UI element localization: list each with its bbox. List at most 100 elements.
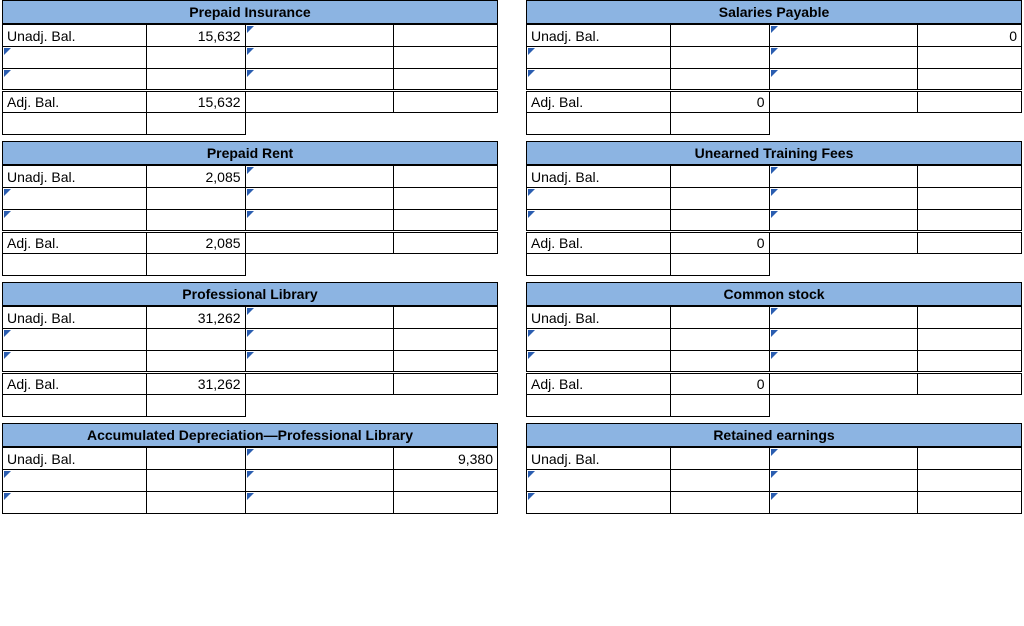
credit-cell[interactable] xyxy=(918,448,1022,470)
debit-cell[interactable] xyxy=(146,188,245,210)
credit-cell[interactable] xyxy=(918,351,1022,373)
credit-total-cell[interactable] xyxy=(394,91,498,113)
credit-cell[interactable] xyxy=(918,210,1022,232)
row-label-dropdown[interactable] xyxy=(3,188,147,210)
debit-cell[interactable]: 2,085 xyxy=(146,166,245,188)
row-label-dropdown[interactable] xyxy=(3,492,147,514)
credit-total-cell[interactable] xyxy=(918,373,1022,395)
description-dropdown[interactable] xyxy=(769,329,918,351)
credit-cell[interactable] xyxy=(394,25,498,47)
debit-cell[interactable] xyxy=(670,69,769,91)
row-label-dropdown[interactable] xyxy=(527,69,671,91)
credit-cell[interactable] xyxy=(394,188,498,210)
credit-cell[interactable] xyxy=(394,47,498,69)
debit-cell[interactable] xyxy=(670,25,769,47)
description-dropdown[interactable] xyxy=(245,210,394,232)
debit-cell[interactable] xyxy=(670,329,769,351)
description-dropdown[interactable] xyxy=(769,47,918,69)
credit-cell[interactable] xyxy=(918,166,1022,188)
credit-cell[interactable] xyxy=(394,307,498,329)
row-label-dropdown[interactable] xyxy=(3,47,147,69)
row-label-dropdown[interactable] xyxy=(527,351,671,373)
debit-cell[interactable]: 31,262 xyxy=(146,307,245,329)
row-label-dropdown[interactable] xyxy=(3,351,147,373)
debit-cell[interactable] xyxy=(146,329,245,351)
description-dropdown[interactable] xyxy=(245,25,394,47)
description-dropdown[interactable] xyxy=(245,329,394,351)
debit-total-cell[interactable]: 0 xyxy=(670,232,769,254)
debit-cell[interactable] xyxy=(670,470,769,492)
credit-cell[interactable] xyxy=(918,188,1022,210)
credit-cell[interactable] xyxy=(394,470,498,492)
credit-cell[interactable] xyxy=(918,470,1022,492)
debit-cell[interactable] xyxy=(670,351,769,373)
debit-total-cell[interactable]: 0 xyxy=(670,91,769,113)
description-dropdown[interactable] xyxy=(245,69,394,91)
debit-cell[interactable] xyxy=(670,210,769,232)
description-dropdown[interactable] xyxy=(769,351,918,373)
debit-cell[interactable] xyxy=(670,448,769,470)
row-label-dropdown[interactable] xyxy=(527,329,671,351)
description-dropdown[interactable] xyxy=(245,166,394,188)
debit-cell[interactable]: 15,632 xyxy=(146,25,245,47)
debit-cell[interactable] xyxy=(146,210,245,232)
debit-cell[interactable] xyxy=(670,492,769,514)
debit-cell[interactable] xyxy=(146,470,245,492)
description-dropdown[interactable] xyxy=(769,25,918,47)
description-dropdown[interactable] xyxy=(769,69,918,91)
description-dropdown[interactable] xyxy=(245,470,394,492)
debit-cell[interactable] xyxy=(146,69,245,91)
debit-cell[interactable] xyxy=(670,188,769,210)
credit-total-cell[interactable] xyxy=(394,373,498,395)
credit-cell[interactable] xyxy=(918,307,1022,329)
description-dropdown[interactable] xyxy=(245,47,394,69)
credit-cell[interactable]: 9,380 xyxy=(394,448,498,470)
credit-cell[interactable] xyxy=(918,69,1022,91)
credit-cell[interactable] xyxy=(394,69,498,91)
credit-cell[interactable] xyxy=(394,210,498,232)
debit-total-cell[interactable]: 0 xyxy=(670,373,769,395)
credit-cell[interactable] xyxy=(918,492,1022,514)
row-label-dropdown[interactable] xyxy=(527,210,671,232)
debit-total-cell[interactable]: 15,632 xyxy=(146,91,245,113)
row-label-dropdown[interactable] xyxy=(527,492,671,514)
debit-cell[interactable] xyxy=(670,166,769,188)
description-dropdown[interactable] xyxy=(769,470,918,492)
description-dropdown[interactable] xyxy=(769,448,918,470)
debit-cell[interactable] xyxy=(670,307,769,329)
debit-cell[interactable] xyxy=(146,492,245,514)
description-dropdown[interactable] xyxy=(245,492,394,514)
row-label-dropdown[interactable] xyxy=(527,47,671,69)
row-label-dropdown[interactable] xyxy=(3,69,147,91)
debit-total-cell[interactable]: 31,262 xyxy=(146,373,245,395)
description-dropdown[interactable] xyxy=(769,307,918,329)
credit-total-cell[interactable] xyxy=(394,232,498,254)
credit-cell[interactable] xyxy=(394,492,498,514)
row-label-dropdown[interactable] xyxy=(3,210,147,232)
row-label-dropdown[interactable] xyxy=(3,329,147,351)
credit-cell[interactable] xyxy=(918,329,1022,351)
description-dropdown[interactable] xyxy=(769,210,918,232)
debit-cell[interactable] xyxy=(146,448,245,470)
row-label-dropdown[interactable] xyxy=(527,188,671,210)
credit-total-cell[interactable] xyxy=(918,232,1022,254)
debit-total-cell[interactable]: 2,085 xyxy=(146,232,245,254)
credit-cell[interactable] xyxy=(394,166,498,188)
description-dropdown[interactable] xyxy=(245,351,394,373)
row-label-dropdown[interactable] xyxy=(3,470,147,492)
credit-cell[interactable] xyxy=(918,47,1022,69)
row-label-dropdown[interactable] xyxy=(527,470,671,492)
description-dropdown[interactable] xyxy=(769,188,918,210)
debit-cell[interactable] xyxy=(146,351,245,373)
credit-cell[interactable]: 0 xyxy=(918,25,1022,47)
description-dropdown[interactable] xyxy=(769,166,918,188)
credit-cell[interactable] xyxy=(394,351,498,373)
credit-cell[interactable] xyxy=(394,329,498,351)
credit-total-cell[interactable] xyxy=(918,91,1022,113)
description-dropdown[interactable] xyxy=(245,448,394,470)
description-dropdown[interactable] xyxy=(769,492,918,514)
debit-cell[interactable] xyxy=(146,47,245,69)
debit-cell[interactable] xyxy=(670,47,769,69)
description-dropdown[interactable] xyxy=(245,307,394,329)
description-dropdown[interactable] xyxy=(245,188,394,210)
